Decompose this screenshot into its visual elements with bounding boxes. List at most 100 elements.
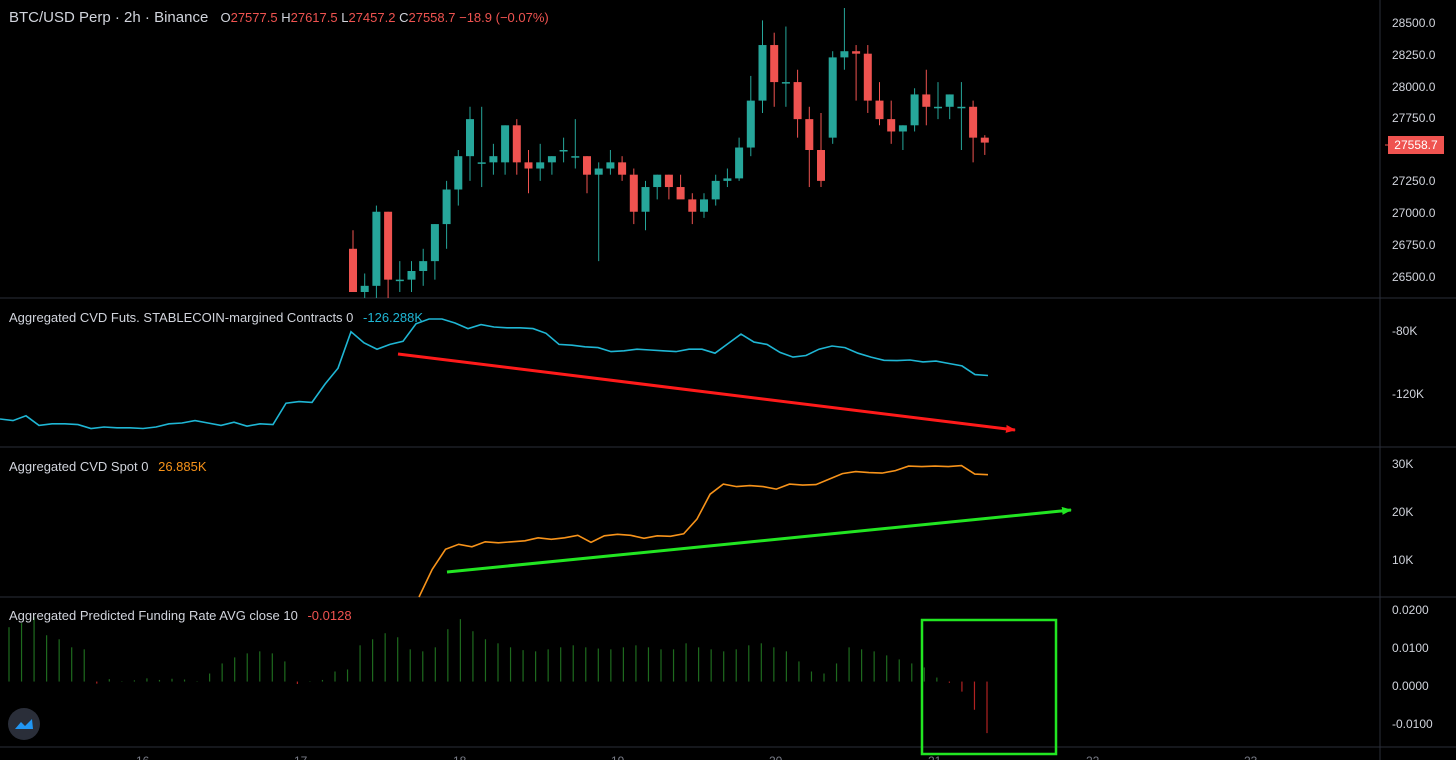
candle-body [723, 178, 732, 181]
annotations [397, 352, 1072, 756]
time-tick-label: 19 [611, 754, 625, 760]
candle-body [454, 156, 463, 190]
price-tick-label: 26750.0 [1392, 238, 1436, 252]
price-tick-label: 27750.0 [1392, 111, 1436, 125]
candle-body [606, 162, 615, 169]
symbol-name[interactable]: BTC/USD Perp [9, 9, 111, 26]
price-tick-label: 26500.0 [1392, 270, 1436, 284]
candle-body [489, 156, 498, 163]
candle-body [945, 94, 954, 107]
time-tick-label: 18 [453, 754, 467, 760]
price-tick-label: 28250.0 [1392, 48, 1436, 62]
candle-body [466, 119, 474, 157]
candle-body [676, 187, 685, 200]
funding-pane-value: -0.0128 [307, 608, 352, 623]
close-label: C [399, 10, 409, 25]
cvd-spot-series [418, 464, 989, 598]
candle-body [559, 150, 568, 152]
funding-rate-series [8, 617, 988, 734]
separator: · [144, 9, 155, 26]
high-label: H [281, 10, 291, 25]
candle-body [372, 211, 381, 286]
low-label: L [341, 10, 349, 25]
separator: · [114, 9, 125, 26]
tradingview-logo[interactable] [8, 708, 40, 740]
funding-pane-title[interactable]: Aggregated Predicted Funding Rate AVG cl… [9, 608, 298, 623]
spot-tick-label: 10K [1392, 553, 1413, 567]
candle-body [898, 125, 907, 132]
candle-body [922, 94, 931, 107]
interval[interactable]: 2h [124, 9, 141, 26]
up-trend-arrow [446, 506, 1072, 574]
candle-body [863, 53, 872, 101]
candle-body [664, 174, 673, 188]
candle-body [969, 106, 978, 138]
futures-tick-label: -80K [1392, 324, 1417, 338]
funding-tick-label: 0.0100 [1392, 641, 1429, 655]
candle-body [805, 119, 814, 150]
price-axis: 28500.028250.028000.027750.027500.027250… [136, 16, 1436, 760]
candle-body [793, 82, 802, 120]
candle-body [887, 119, 896, 132]
funding-tick-label: -0.0100 [1392, 717, 1433, 731]
open-value: 27577.5 [230, 10, 278, 25]
time-tick-label: 21 [928, 754, 942, 760]
candle-body [817, 150, 825, 181]
candle-body [957, 106, 966, 109]
candle-body [547, 156, 556, 163]
candle-body [840, 51, 849, 58]
time-tick-label: 16 [136, 754, 150, 760]
symbol-legend: BTC/USD Perp · 2h · Binance O27577.5 H27… [9, 9, 549, 26]
down-trend-arrow [397, 352, 1016, 433]
candle-body [746, 100, 755, 148]
candle-body [875, 100, 884, 120]
candle-body [512, 125, 521, 163]
candle-body [395, 279, 404, 282]
change-value: −18.9 (−0.07%) [459, 10, 549, 25]
futures-pane-value: -126.288K [363, 310, 424, 325]
funding-tick-label: 0.0000 [1392, 679, 1429, 693]
spot-pane-title[interactable]: Aggregated CVD Spot 0 [9, 459, 149, 474]
funding-tick-label: 0.0200 [1392, 603, 1429, 617]
price-tick-label: 28500.0 [1392, 16, 1436, 30]
futures-tick-label: -120K [1392, 387, 1424, 401]
futures-pane-title[interactable]: Aggregated CVD Futs. STABLECOIN-margined… [9, 310, 354, 325]
candle-body [641, 187, 650, 212]
candle-body [629, 174, 638, 212]
spot-pane-value: 26.885K [158, 459, 207, 474]
candle-body [688, 199, 697, 212]
candle-body [360, 285, 369, 292]
candle-body [980, 137, 989, 143]
candle-body [934, 106, 942, 109]
exchange: Binance [154, 9, 209, 26]
time-tick-label: 17 [294, 754, 308, 760]
futures-pane-legend: Aggregated CVD Futs. STABLECOIN-margined… [9, 310, 423, 325]
cvd-futures-series [0, 318, 989, 430]
ohlc-values: O27577.5 H27617.5 L27457.2 C27558.7 −18.… [220, 10, 548, 25]
candle-body [501, 125, 510, 163]
candle-body [419, 261, 428, 272]
candle-body [758, 45, 767, 101]
candle-body [349, 248, 357, 292]
candle-body [571, 156, 580, 158]
price-tick-label: 27000.0 [1392, 206, 1436, 220]
candle-body [910, 94, 919, 126]
candle-body [536, 162, 545, 169]
candle-body [781, 82, 790, 84]
candle-body [477, 162, 486, 164]
candle-body [653, 174, 662, 188]
price-tick-label: 28000.0 [1392, 80, 1436, 94]
candle-body [524, 162, 533, 169]
cvd-futures-line [0, 318, 989, 430]
candle-body [384, 211, 393, 280]
open-label: O [220, 10, 231, 25]
low-value: 27457.2 [348, 10, 396, 25]
candle-body [700, 199, 708, 212]
spot-pane-legend: Aggregated CVD Spot 0 26.885K [9, 459, 207, 474]
time-tick-label: 23 [1244, 754, 1258, 760]
candle-body [594, 168, 603, 175]
candle-body [735, 147, 744, 179]
logo-icon [15, 719, 33, 729]
time-tick-label: 22 [1086, 754, 1100, 760]
